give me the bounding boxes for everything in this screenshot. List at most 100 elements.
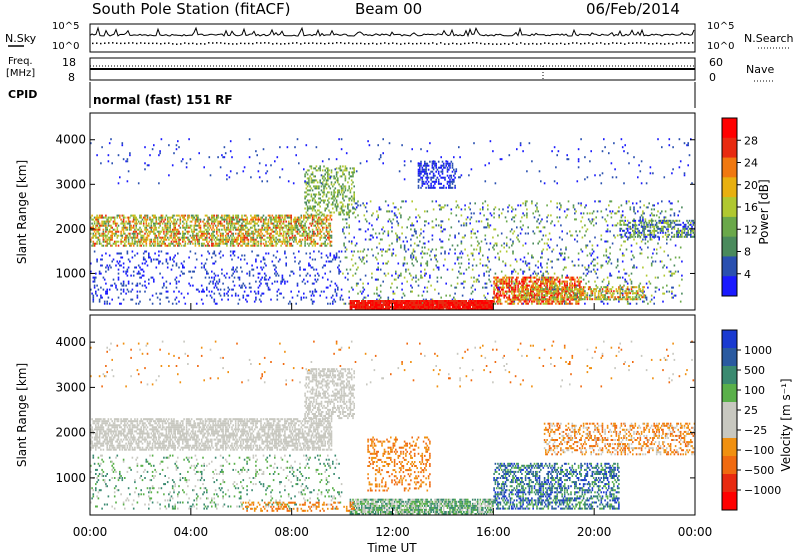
nsearch-dot [372,42,374,45]
velocity-panel: 1000 2000 3000 4000 00:00 04:00 08:00 12:00 16:… [15,303,793,554]
colorbar-swatch [722,276,737,297]
nsky-trace [89,26,695,38]
nsearch-dot [648,43,650,45]
colorbar-tick-label: −1000 [744,484,781,497]
power-colorbar-label: Power [dB] [757,179,771,244]
nsearch-dot [328,42,330,45]
x-tick-label: 04:00 [174,525,209,539]
freq-tick-top: 18 [62,56,76,69]
nsearch-dot [416,42,418,45]
velocity-frame [89,314,696,516]
nsearch-dot [108,42,110,44]
nsearch-dot [552,43,554,45]
nsearch-dot [164,42,166,45]
colorbar-frame [721,329,738,511]
nsearch-dot [300,43,302,45]
nsearch-dot [624,43,626,45]
nsearch-dot [480,42,482,45]
nsearch-dot [452,42,454,45]
nsearch-dot [188,42,190,45]
nsearch-dot [564,43,566,45]
power-heatmap [90,138,696,310]
cpid-text: normal (fast) 151 RF [93,93,233,107]
nsearch-dot [680,42,682,44]
velocity-x-ticks: 00:00 04:00 08:00 12:00 16:00 20:00 00:00 [73,303,712,539]
nsearch-dot [468,42,470,45]
colorbar-swatch [722,216,737,238]
nsearch-dot [484,43,486,45]
nsearch-dot [264,42,266,44]
nsearch-dot [640,42,642,44]
nsearch-dot [548,42,550,45]
nave-tick-bottom: 0 [709,71,716,84]
nsearch-dot [336,42,338,44]
nsearch-dot [352,42,354,45]
nsearch-dot [380,42,382,45]
nsearch-dot [576,42,578,44]
nsearch-trace [92,42,694,45]
nsearch-dot [168,42,170,44]
nsearch-dot [116,42,118,44]
x-tick-label: 12:00 [375,525,410,539]
colorbar-swatch [722,366,737,385]
nsearch-dot [236,43,238,45]
nsearch-dot [636,42,638,44]
nsearch-dot [156,42,158,45]
colorbar-swatch [722,492,737,511]
nsearch-dot [208,42,210,44]
nsearch-dot [284,43,286,45]
nsearch-dot [248,42,250,45]
nsearch-dot [100,42,102,45]
nsearch-dot [312,42,314,44]
y-tick-label: 2000 [55,426,86,440]
nsearch-dot [672,43,674,45]
colorbar-swatch [722,330,737,349]
nsearch-dot [276,42,278,45]
nsearch-dot [132,42,134,44]
nsearch-dot [572,42,574,44]
nsearch-dot [212,42,214,44]
nave-label: Nave [746,63,774,76]
nsearch-dot [492,43,494,45]
nsearch-dot [556,42,558,45]
nsearch-dot [536,43,538,45]
colorbar-tick-label: 4 [744,268,751,281]
nsearch-dot [280,43,282,45]
nsearch-dot [144,42,146,44]
nsearch-dot [224,42,226,45]
nsearch-dot [392,42,394,44]
freq-label-1: Freq. [8,56,33,67]
nsearch-dot [448,43,450,45]
date-label: 06/Feb/2014 [586,0,680,18]
nsky-tick-bottom: 10^0 [52,41,79,52]
nsearch-dot [500,43,502,45]
colorbar-tick-label: 20 [744,179,758,192]
nsearch-dot [92,42,94,45]
nsearch-dot [240,42,242,45]
colorbar-tick-label: 1000 [744,344,772,357]
nsearch-dot [200,42,202,45]
nsearch-tick-top: 10^5 [707,21,734,32]
nsearch-dot [420,42,422,45]
x-tick-label: 16:00 [476,525,511,539]
nsearch-dot [620,42,622,44]
nsearch-dot [232,43,234,45]
nsearch-dot [324,42,326,45]
nsearch-dot [400,43,402,45]
colorbar-swatch [722,118,737,139]
colorbar-tick-label: −100 [744,444,774,457]
nsearch-dot [600,42,602,44]
beam-label: Beam 00 [355,0,422,18]
nsearch-dot [140,42,142,44]
nsearch-dot [436,43,438,45]
nsearch-dot [172,43,174,45]
nsearch-dot [228,42,230,45]
y-tick-label: 3000 [55,380,86,394]
nsearch-dot [424,42,426,45]
nsearch-dot [580,42,582,45]
freq-tick-bottom: 8 [68,71,75,84]
nsearch-dot [644,42,646,44]
colorbar-tick-label: 8 [744,246,751,259]
nsearch-dot [612,42,614,44]
nsearch-dot [256,42,258,44]
